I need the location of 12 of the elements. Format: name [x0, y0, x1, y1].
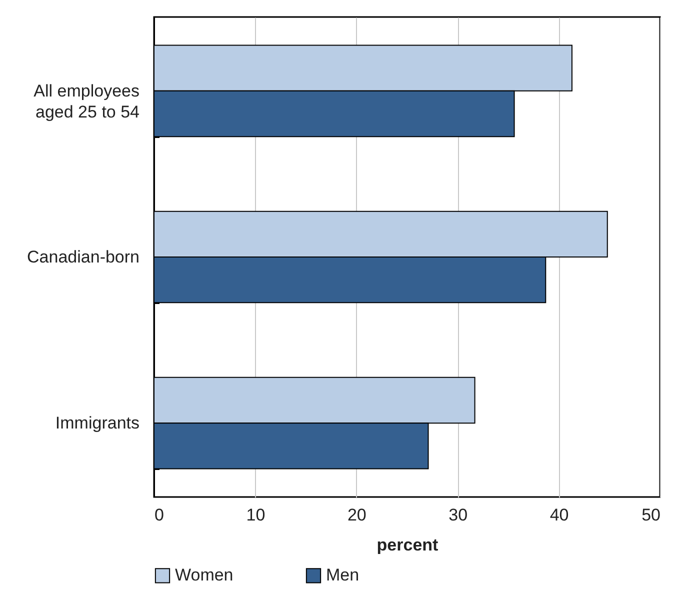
- y-tick-label: Canadian-born: [27, 248, 140, 266]
- x-tick-label: 40: [550, 506, 569, 524]
- legend-label: Men: [326, 566, 360, 585]
- x-tick-label: 20: [347, 506, 366, 524]
- legend-label: Women: [175, 566, 234, 585]
- y-tick-label: Immigrants: [55, 414, 140, 433]
- x-tick-label: 30: [448, 506, 468, 524]
- x-axis-title: percent: [376, 536, 439, 554]
- x-tick-label: 10: [246, 506, 266, 524]
- x-tick-label: 50: [642, 506, 660, 524]
- y-tick-label: All employees aged 25 to 54: [34, 81, 140, 122]
- x-tick-label: 0: [154, 506, 164, 524]
